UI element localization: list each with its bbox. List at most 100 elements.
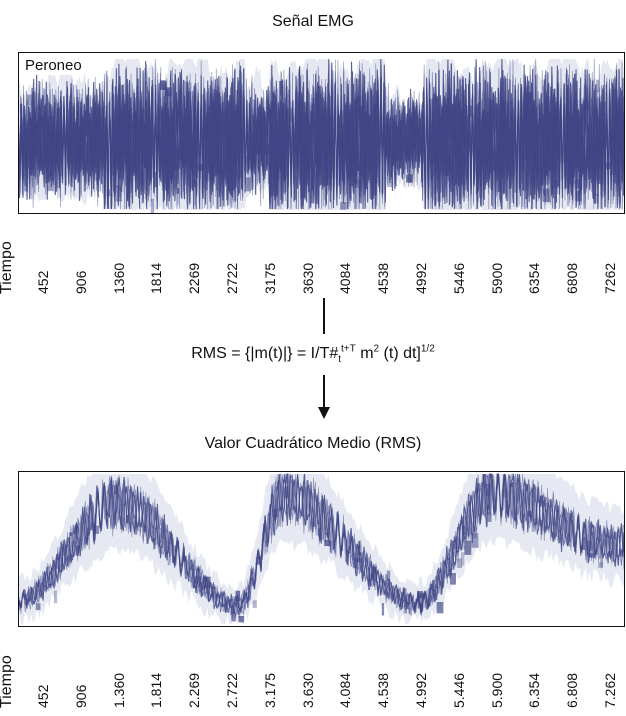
rms-dense-segment — [464, 540, 472, 555]
rms-dense-segment — [417, 593, 424, 609]
emg-dense-segment — [432, 93, 437, 103]
x-tick-label: 2.722 — [224, 672, 240, 708]
emg-dense-segment — [610, 144, 613, 162]
x-tick-label: 4084 — [337, 262, 354, 294]
emg-dense-segment — [459, 108, 466, 122]
x-tick-label: 3.175 — [261, 672, 278, 708]
x-tick-label: 1.360 — [110, 672, 127, 708]
x-tick-label: 7.262 — [602, 672, 618, 708]
x-tick-label: 7262 — [602, 262, 618, 294]
emg-dense-segment — [164, 87, 172, 97]
emg-dense-segment — [546, 113, 550, 120]
rms-dense-segment — [501, 489, 509, 498]
emg-dense-segment — [204, 123, 210, 135]
rms-dense-segment — [436, 602, 444, 614]
emg-dense-segment — [622, 127, 624, 134]
rms-dense-segment — [462, 525, 466, 535]
rms-dense-segment — [272, 508, 280, 518]
emg-dense-segment — [596, 79, 600, 93]
x-tick-label: 4538 — [375, 262, 392, 294]
rms-dense-segment — [35, 603, 41, 611]
emg-dense-segment — [106, 189, 111, 197]
emg-dense-segment — [483, 170, 486, 187]
rms-dense-segment — [76, 545, 80, 556]
emg-dense-segment — [116, 185, 122, 202]
rms-dense-segment — [62, 544, 67, 556]
rms-dense-segment — [329, 541, 333, 554]
formula-sup: t+T — [341, 343, 356, 355]
rms-dense-segment — [65, 557, 69, 567]
time-axis-label: Tiempo — [0, 241, 15, 294]
rms-dense-segment — [285, 485, 289, 498]
rms-dense-segment — [355, 557, 362, 563]
rms-dense-segment — [368, 578, 371, 590]
emg-dense-segment — [150, 198, 155, 213]
rms-dense-segment — [531, 518, 536, 532]
emg-signal-panel: Peroneo — [18, 52, 625, 214]
formula-suffix-sup: 1/2 — [420, 343, 435, 355]
emg-dense-segment — [526, 92, 532, 104]
x-tick-label: 5900 — [488, 262, 505, 294]
flow-arrow-upper — [323, 298, 325, 334]
emg-signal-plot — [19, 58, 624, 213]
emg-dense-segment — [210, 164, 215, 182]
emg-dense-segment — [554, 179, 559, 188]
emg-dense-segment — [543, 188, 551, 203]
emg-dense-segment — [375, 94, 379, 110]
x-tick-label: 5.446 — [450, 672, 467, 708]
emg-dense-segment — [466, 147, 469, 157]
emg-dense-segment — [304, 156, 308, 172]
emg-dense-segment — [244, 156, 249, 173]
rms-dense-segment — [485, 483, 491, 497]
emg-dense-segment — [469, 105, 474, 117]
rms-dense-segment — [69, 554, 73, 564]
emg-dense-segment — [606, 162, 612, 169]
emg-dense-segment — [346, 165, 351, 180]
x-tick-label: 2.269 — [186, 672, 203, 708]
emg-dense-segment — [593, 193, 599, 204]
rms-dense-segment — [90, 522, 94, 531]
rms-signal-panel — [18, 471, 625, 627]
emg-dense-segment — [176, 188, 180, 194]
x-tick-label: 906 — [72, 270, 89, 294]
emg-dense-segment — [470, 149, 479, 153]
emg-dense-segment — [387, 170, 393, 187]
emg-dense-segment — [84, 126, 90, 136]
emg-dense-segment — [323, 154, 326, 167]
emg-dense-segment — [399, 137, 407, 149]
emg-dense-segment — [301, 150, 307, 156]
emg-dense-segment — [568, 111, 573, 129]
x-tick-label: 2269 — [186, 262, 203, 294]
x-tick-label: 5.900 — [488, 672, 505, 708]
rms-dense-segment — [238, 616, 245, 623]
rms-dense-segment — [588, 553, 594, 558]
rms-dense-segment — [553, 521, 558, 527]
x-tick-label: 6808 — [564, 262, 581, 294]
rms-dense-segment — [471, 533, 479, 548]
formula-sub: t — [338, 354, 342, 366]
rms-dense-segment — [55, 557, 63, 569]
rms-signal-trace — [19, 472, 624, 619]
emg-dense-segment — [340, 202, 347, 210]
rms-dense-segment — [386, 570, 391, 581]
rms-dense-segment — [473, 527, 477, 539]
emg-dense-segment — [574, 179, 583, 189]
time-axis-label: Tiempo — [0, 655, 15, 708]
rms-dense-segment — [450, 573, 456, 585]
rms-dense-segment — [582, 537, 586, 550]
emg-dense-segment — [69, 127, 74, 136]
rms-dense-segment — [252, 600, 257, 608]
formula-suffix: (t) dt] — [379, 345, 421, 362]
emg-time-axis: Tiempo 452 906 1360 1814 2269 2722 3175 3630 408… — [0, 226, 626, 294]
x-tick-label: 4.992 — [413, 672, 429, 708]
emg-dense-segment — [19, 103, 23, 113]
formula-prefix: RMS = {|m(t)|} = I/T# — [191, 345, 339, 362]
emg-dense-segment — [26, 94, 34, 106]
rms-dense-segment — [53, 590, 58, 604]
emg-dense-segment — [40, 117, 43, 128]
emg-dense-segment — [589, 146, 596, 156]
x-tick-label: 3.630 — [299, 672, 316, 708]
rms-chart-title: Valor Cuadrático Medio (RMS) — [204, 435, 422, 452]
x-tick-label: 4992 — [413, 262, 429, 294]
emg-dense-segment — [329, 138, 333, 148]
